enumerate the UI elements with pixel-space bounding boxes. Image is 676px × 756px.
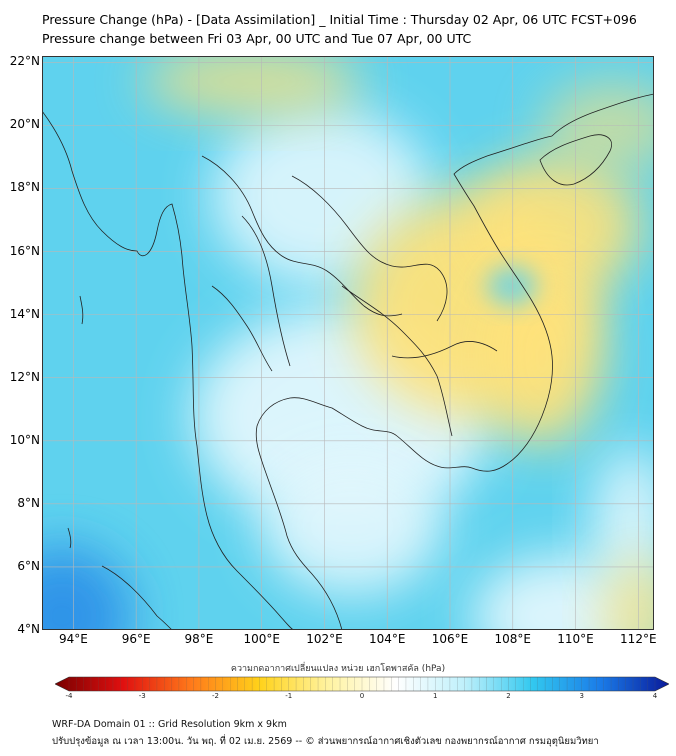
lat-tick-label-2: 18°N	[9, 180, 40, 195]
lat-tick-label-0: 22°N	[9, 54, 40, 69]
colorbar-tick-label-0: -4	[65, 692, 73, 700]
colorbar-tick-label-2: -2	[212, 692, 219, 700]
lon-tick-label-5: 104°E	[368, 632, 406, 646]
coast-china	[551, 93, 654, 137]
colorbar-tick-label-4: 0	[359, 692, 365, 700]
lat-tick-label-5: 12°N	[9, 369, 40, 384]
lon-tick-label-7: 108°E	[494, 632, 532, 646]
pressure-field	[42, 56, 654, 630]
map-frame	[42, 56, 654, 630]
coast-sumatra	[101, 565, 173, 630]
coastlines-and-borders	[42, 93, 654, 630]
coast-nicobar	[67, 527, 72, 549]
lon-tick-label-9: 112°E	[620, 632, 657, 646]
border-internal-5	[391, 341, 498, 359]
field-blob-vietnam	[462, 156, 642, 296]
footer-update-info: ปรับปรุงข้อมูล ณ เวลา 13:00น. วัน พฤ. ที…	[52, 736, 599, 747]
coast-andaman-1	[79, 295, 84, 325]
coast-myanmar	[42, 110, 208, 517]
colorbar-tick-label-6: 2	[506, 692, 511, 700]
lon-tick-label-8: 110°E	[557, 632, 594, 646]
pressure-change-map	[42, 56, 654, 630]
colorbar-tick-label-5: 1	[433, 692, 438, 700]
colorbar-tick-label-8: 4	[652, 692, 658, 700]
field-blob-top	[142, 56, 362, 116]
border-internal-2	[241, 215, 291, 367]
lon-tick-label-4: 102°E	[306, 632, 343, 646]
border-internal-1	[201, 155, 403, 317]
lat-tick-label-4: 14°N	[9, 306, 40, 321]
lat-tick-label-6: 10°N	[9, 432, 40, 447]
colorbar-tick-marks	[68, 677, 656, 691]
field-blob-ne	[542, 81, 654, 171]
lat-lon-grid	[42, 56, 654, 630]
lon-tick-label-3: 100°E	[243, 632, 280, 646]
coast-hainan	[539, 134, 612, 186]
field-blob-south	[262, 456, 442, 596]
lat-tick-label-8: 6°N	[17, 558, 40, 573]
border-internal-6	[211, 285, 273, 372]
field-blob-pocket	[487, 266, 537, 306]
border-internal-3	[291, 175, 448, 322]
coast-vietnam	[453, 135, 553, 465]
colorbar-tick-label-7: 3	[579, 692, 584, 700]
lat-tick-label-7: 8°N	[17, 495, 40, 510]
coast-peninsula-west	[206, 515, 295, 630]
colorbar-tick-label-3: -1	[285, 692, 293, 700]
footer-model-info: WRF-DA Domain 01 :: Grid Resolution 9km …	[52, 719, 287, 730]
lat-tick-label-9: 4°N	[17, 622, 40, 636]
colorbar-tick-label-1: -3	[138, 692, 146, 700]
map-subtitle: Pressure change between Fri 03 Apr, 00 U…	[42, 31, 472, 46]
coast-gulf-of-thailand	[255, 397, 508, 630]
field-blob-far-se	[602, 556, 654, 630]
lon-tick-label-1: 96°E	[121, 632, 151, 646]
lon-tick-label-0: 94°E	[58, 632, 88, 646]
colorbar-title: ความกดอากาศเปลี่ยนแปลง หน่วย เฮกโตพาสคัล…	[230, 664, 446, 674]
border-internal-4	[341, 285, 453, 437]
map-title: Pressure Change (hPa) - [Data Assimilati…	[42, 12, 637, 27]
lon-tick-label-6: 106°E	[431, 632, 469, 646]
lat-tick-label-3: 16°N	[9, 243, 40, 258]
lat-tick-label-1: 20°N	[9, 117, 40, 132]
lon-tick-label-2: 98°E	[184, 632, 214, 646]
map-canvas	[42, 56, 654, 630]
field-blob-coast	[482, 266, 602, 446]
colorbar	[55, 676, 669, 692]
